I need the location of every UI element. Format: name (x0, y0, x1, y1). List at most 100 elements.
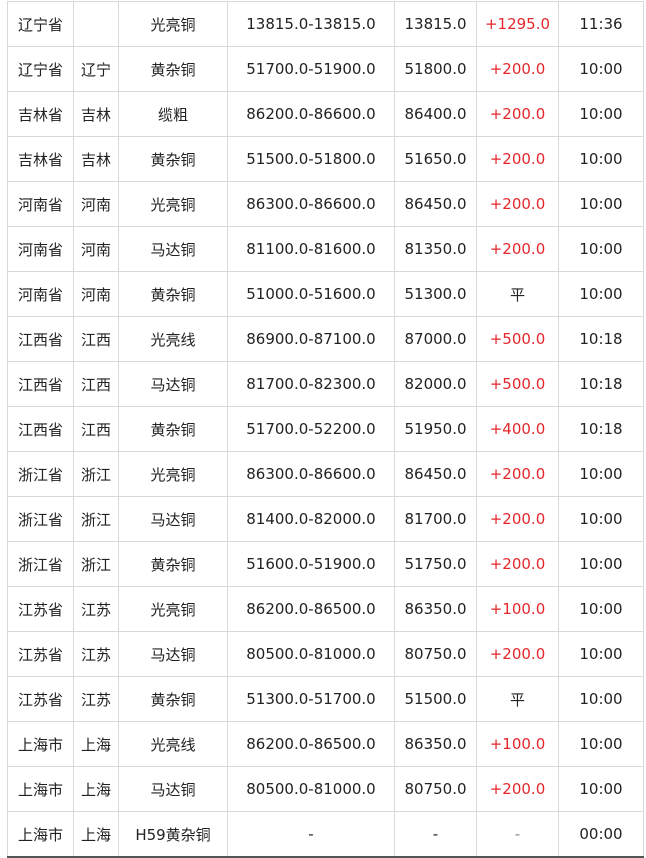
product-cell: 马达铜 (118, 631, 228, 677)
table-row: 河南省 河南 马达铜 81100.0-81600.0 81350.0 +200.0 10:0… (7, 226, 644, 272)
time-cell: 10:00 (558, 766, 644, 812)
province-cell: 吉林省 (7, 136, 74, 182)
change-cell: +200.0 (476, 46, 559, 92)
table-row: 浙江省 浙江 马达铜 81400.0-82000.0 81700.0 +200.0 10:0… (7, 496, 644, 542)
time-cell: 10:00 (558, 676, 644, 722)
city-cell: 浙江 (73, 451, 119, 497)
average-price-cell: 81350.0 (394, 226, 477, 272)
product-cell: 黄杂铜 (118, 541, 228, 587)
product-cell: 黄杂铜 (118, 46, 228, 92)
time-cell: 10:00 (558, 181, 644, 227)
price-range-cell: 86300.0-86600.0 (227, 451, 395, 497)
time-cell: 10:00 (558, 271, 644, 317)
time-cell: 10:00 (558, 541, 644, 587)
city-cell: 吉林 (73, 91, 119, 137)
change-cell: +500.0 (476, 361, 559, 407)
city-cell: 江苏 (73, 586, 119, 632)
product-cell: 缆粗 (118, 91, 228, 137)
table-row: 上海市 上海 光亮线 86200.0-86500.0 86350.0 +100.0 10:0… (7, 721, 644, 767)
change-cell: - (476, 811, 559, 858)
product-cell: 黄杂铜 (118, 406, 228, 452)
table-row: 吉林省 吉林 缆粗 86200.0-86600.0 86400.0 +200.0 10:00 (7, 91, 644, 137)
price-range-cell: 13815.0-13815.0 (227, 1, 395, 47)
province-cell: 上海市 (7, 811, 74, 858)
price-range-cell: 51300.0-51700.0 (227, 676, 395, 722)
time-cell: 11:36 (558, 1, 644, 47)
time-cell: 10:00 (558, 91, 644, 137)
price-range-cell: 86300.0-86600.0 (227, 181, 395, 227)
product-cell: 马达铜 (118, 226, 228, 272)
average-price-cell: 51650.0 (394, 136, 477, 182)
change-cell: +200.0 (476, 91, 559, 137)
time-cell: 10:00 (558, 631, 644, 677)
table-row: 江苏省 江苏 黄杂铜 51300.0-51700.0 51500.0 平 10:00 (7, 676, 644, 722)
province-cell: 江西省 (7, 361, 74, 407)
table-row: 江苏省 江苏 马达铜 80500.0-81000.0 80750.0 +200.0 10:0… (7, 631, 644, 677)
table-row: 上海市 上海 马达铜 80500.0-81000.0 80750.0 +200.0 10:0… (7, 766, 644, 812)
table-row: 吉林省 吉林 黄杂铜 51500.0-51800.0 51650.0 +200.0 10:0… (7, 136, 644, 182)
time-cell: 10:00 (558, 586, 644, 632)
price-range-cell: 86200.0-86500.0 (227, 586, 395, 632)
average-price-cell: 86350.0 (394, 721, 477, 767)
province-cell: 江苏省 (7, 586, 74, 632)
time-cell: 10:00 (558, 721, 644, 767)
product-cell: 光亮铜 (118, 1, 228, 47)
product-cell: 马达铜 (118, 766, 228, 812)
change-cell: +200.0 (476, 181, 559, 227)
price-range-cell: 86900.0-87100.0 (227, 316, 395, 362)
change-cell: +200.0 (476, 226, 559, 272)
table-row: 上海市 上海 H59黄杂铜 - - -00:00 (7, 811, 644, 858)
product-cell: 马达铜 (118, 361, 228, 407)
change-cell: +400.0 (476, 406, 559, 452)
product-cell: 马达铜 (118, 496, 228, 542)
price-table: 辽宁省 光亮铜 13815.0-13815.0 13815.0 +1295.0 11:36… (7, 1, 644, 858)
city-cell: 辽宁 (73, 46, 119, 92)
city-cell (73, 1, 119, 47)
average-price-cell: 87000.0 (394, 316, 477, 362)
table-row: 江苏省 江苏 光亮铜 86200.0-86500.0 86350.0 +100.0 10:0… (7, 586, 644, 632)
average-price-cell: 86350.0 (394, 586, 477, 632)
product-cell: 黄杂铜 (118, 271, 228, 317)
table-row: 江西省 江西 马达铜 81700.0-82300.0 82000.0 +500.0 10:1… (7, 361, 644, 407)
product-cell: 光亮铜 (118, 586, 228, 632)
table-row: 辽宁省 辽宁 黄杂铜 51700.0-51900.0 51800.0 +200.0 10:0… (7, 46, 644, 92)
price-range-cell: 51000.0-51600.0 (227, 271, 395, 317)
change-cell: +100.0 (476, 721, 559, 767)
price-range-cell: 51600.0-51900.0 (227, 541, 395, 587)
price-range-cell: 86200.0-86600.0 (227, 91, 395, 137)
average-price-cell: 81700.0 (394, 496, 477, 542)
time-cell: 00:00 (558, 811, 644, 858)
province-cell: 江西省 (7, 316, 74, 362)
city-cell: 吉林 (73, 136, 119, 182)
average-price-cell: 51950.0 (394, 406, 477, 452)
change-cell: +1295.0 (476, 1, 559, 47)
city-cell: 江西 (73, 406, 119, 452)
product-cell: 黄杂铜 (118, 136, 228, 182)
province-cell: 浙江省 (7, 496, 74, 542)
city-cell: 江西 (73, 361, 119, 407)
city-cell: 上海 (73, 721, 119, 767)
average-price-cell: 80750.0 (394, 766, 477, 812)
change-cell: +200.0 (476, 541, 559, 587)
city-cell: 河南 (73, 271, 119, 317)
change-cell: +200.0 (476, 451, 559, 497)
city-cell: 上海 (73, 811, 119, 858)
change-cell: +200.0 (476, 496, 559, 542)
city-cell: 河南 (73, 226, 119, 272)
average-price-cell: 51500.0 (394, 676, 477, 722)
product-cell: 光亮线 (118, 721, 228, 767)
province-cell: 河南省 (7, 226, 74, 272)
table-row: 浙江省 浙江 黄杂铜 51600.0-51900.0 51750.0 +200.0 10:0… (7, 541, 644, 587)
product-cell: 光亮铜 (118, 451, 228, 497)
change-cell: +500.0 (476, 316, 559, 362)
province-cell: 浙江省 (7, 451, 74, 497)
average-price-cell: - (394, 811, 477, 858)
time-cell: 10:00 (558, 136, 644, 182)
province-cell: 江苏省 (7, 676, 74, 722)
price-range-cell: 81700.0-82300.0 (227, 361, 395, 407)
province-cell: 上海市 (7, 766, 74, 812)
average-price-cell: 82000.0 (394, 361, 477, 407)
average-price-cell: 51300.0 (394, 271, 477, 317)
table-row: 江西省 江西 光亮线 86900.0-87100.0 87000.0 +500.0 10:1… (7, 316, 644, 362)
product-cell: 光亮线 (118, 316, 228, 362)
